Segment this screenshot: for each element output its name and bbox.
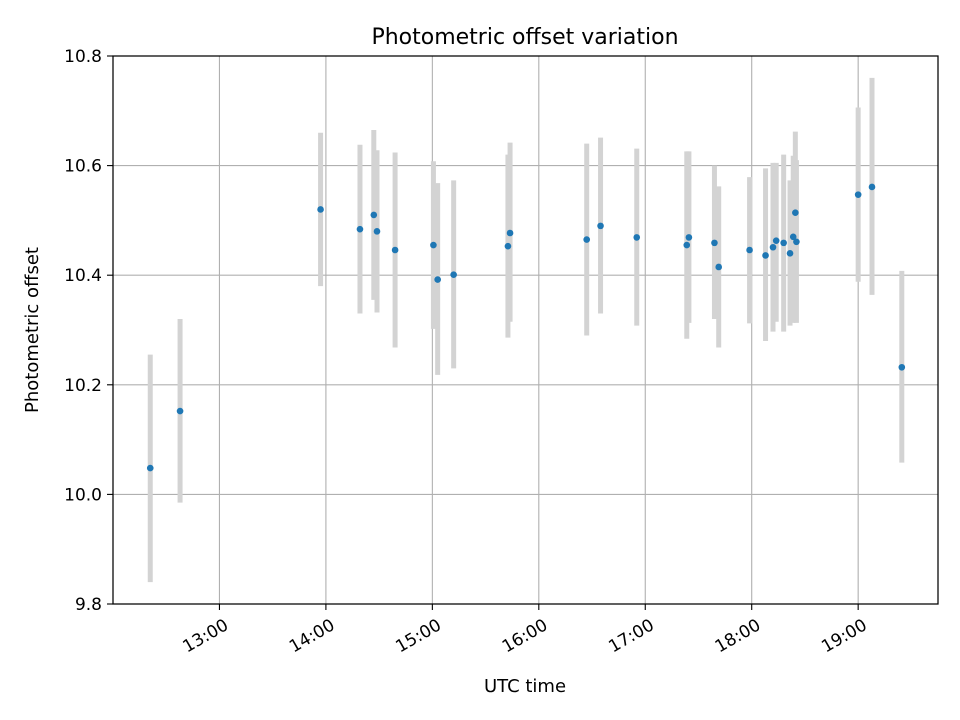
data-point-26 [792, 209, 799, 217]
y-tick-label-3: 10.4 [64, 266, 102, 286]
data-point-16 [685, 234, 693, 241]
y-tick-label-0: 9.8 [75, 595, 102, 615]
y-tick-label-2: 10.2 [64, 376, 102, 396]
data-point-8 [434, 276, 441, 283]
chart-title: Photometric offset variation [371, 25, 678, 50]
data-point-11 [506, 229, 514, 237]
data-point-9 [450, 271, 457, 278]
data-point-17 [711, 239, 718, 247]
data-point-10 [504, 242, 512, 250]
x-axis-label: UTC time [484, 676, 566, 697]
data-point-18 [715, 263, 723, 271]
data-point-6 [391, 246, 399, 254]
data-point-3 [356, 225, 364, 233]
axes-frame [112, 55, 939, 605]
y-tick-label-1: 10.0 [64, 485, 102, 505]
data-point-14 [633, 234, 641, 241]
y-axis-label: Photometric offset [22, 247, 43, 413]
data-point-28 [854, 191, 862, 198]
data-point-15 [683, 241, 691, 249]
data-point-2 [317, 206, 324, 213]
data-point-0 [146, 464, 154, 472]
data-point-12 [583, 236, 591, 243]
data-point-4 [370, 211, 378, 219]
data-point-25 [789, 233, 797, 241]
data-point-24 [786, 249, 794, 257]
data-point-27 [793, 238, 800, 246]
data-point-22 [772, 237, 780, 244]
data-point-1 [176, 407, 184, 415]
data-point-19 [746, 246, 753, 254]
data-point-20 [762, 252, 769, 259]
data-point-29 [868, 183, 876, 191]
data-point-13 [597, 222, 604, 230]
data-point-30 [898, 363, 906, 371]
data-point-23 [780, 239, 787, 247]
plot-area [113, 56, 938, 604]
data-point-21 [769, 243, 777, 251]
y-tick-label-4: 10.6 [64, 157, 102, 177]
data-points [146, 183, 906, 472]
data-point-5 [373, 228, 381, 235]
y-axis-ticks: 9.8 10.0 10.2 10.4 10.6 10.8 [64, 47, 113, 615]
y-tick-label-5: 10.8 [64, 47, 102, 67]
data-point-7 [430, 241, 437, 249]
